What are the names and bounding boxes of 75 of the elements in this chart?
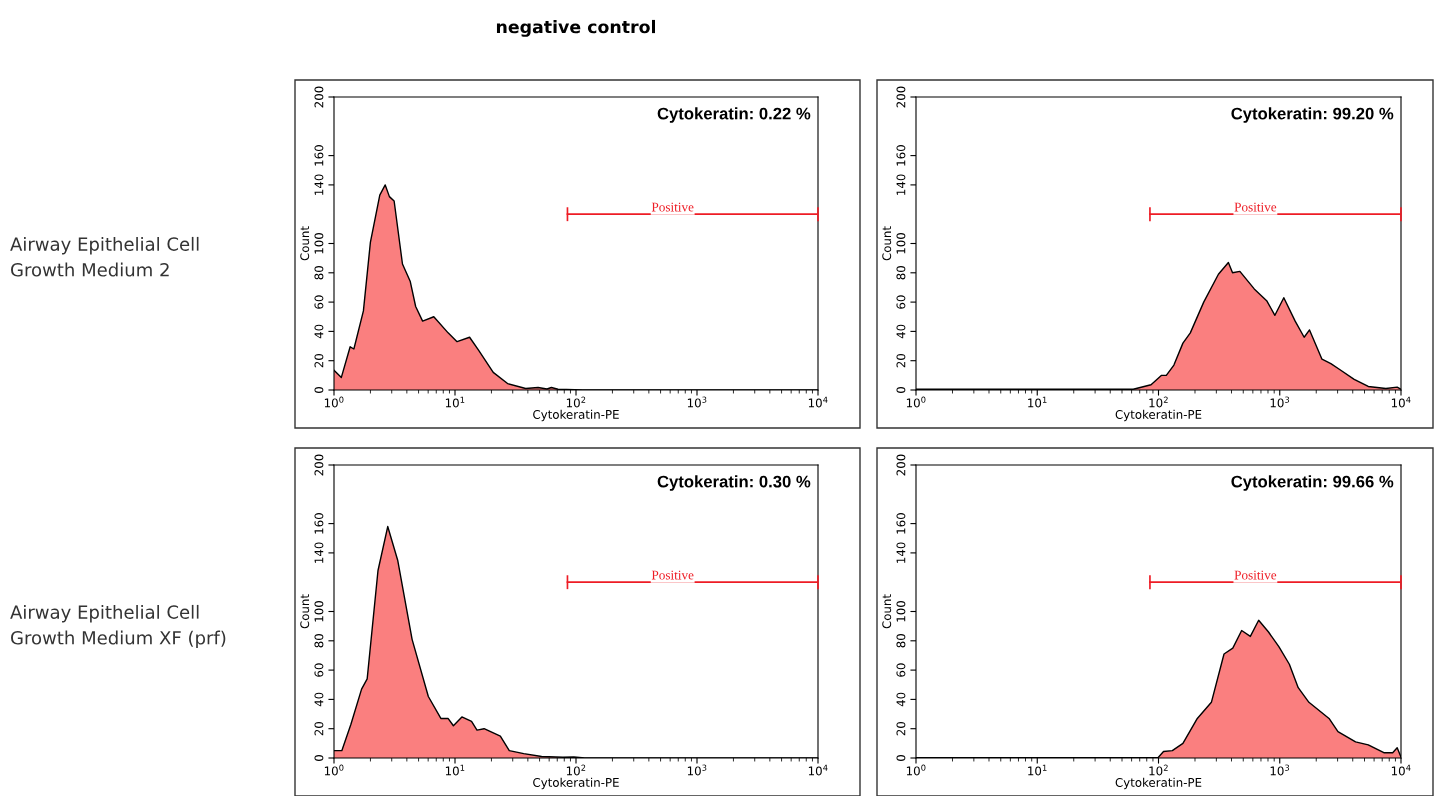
y-tick-label: 160 <box>314 513 324 534</box>
y-tick-label: 140 <box>896 542 906 563</box>
y-axis-title: Count <box>882 594 892 629</box>
y-tick-label: 100 <box>896 233 906 254</box>
x-tick-label: 10$^{2}$ <box>1149 764 1168 776</box>
y-axis-title: Count <box>882 226 892 261</box>
annotation: Cytokeratin: 99.20 % <box>1231 107 1394 123</box>
y-tick-label: 0 <box>314 387 324 393</box>
x-tick-label: 10$^{2}$ <box>566 396 586 408</box>
y-tick-label: 80 <box>314 634 324 648</box>
x-tick-label: 10$^{3}$ <box>1270 764 1290 776</box>
y-tick-label: 200 <box>314 86 324 108</box>
y-tick-label: 160 <box>314 145 324 166</box>
y-tick-label: 200 <box>896 454 906 476</box>
text: Airway Epithelial Cell Growth Medium XF (prf) <box>10 604 226 649</box>
y-tick-label: 0 <box>314 755 324 761</box>
x-axis-title: Cytokeratin-PE <box>1115 409 1202 422</box>
x-axis-title: Cytokeratin-PE <box>533 777 619 790</box>
y-tick-label: 20 <box>896 353 906 368</box>
y-tick-label: 80 <box>896 266 906 280</box>
y-tick-label: 200 <box>314 454 324 476</box>
y-tick-label: 140 <box>896 174 906 195</box>
x-tick-label: 10$^{4}$ <box>808 396 828 408</box>
x-tick-label: 10$^{4}$ <box>1391 396 1411 408</box>
x-tick-label: 10$^{2}$ <box>1149 396 1168 408</box>
x-axis-title: Cytokeratin-PE <box>1115 777 1202 790</box>
x-tick-label: 10$^{0}$ <box>906 764 926 776</box>
annotation: Cytokeratin: 99.66 % <box>1231 475 1394 491</box>
series-label: Positive <box>1234 570 1277 580</box>
x-tick-label: 10$^{1}$ <box>445 764 465 776</box>
y-tick-label: 80 <box>896 634 906 648</box>
series-label: Positive <box>651 570 694 580</box>
x-tick-label: 10$^{3}$ <box>687 764 707 776</box>
y-tick-label: 20 <box>896 721 906 736</box>
series-label: Positive <box>1234 202 1277 212</box>
y-tick-label: 40 <box>314 692 324 707</box>
y-tick-label: 20 <box>314 353 324 368</box>
x-tick-label: 10$^{1}$ <box>1028 396 1047 408</box>
y-tick-label: 40 <box>896 692 906 707</box>
y-tick-label: 100 <box>896 601 906 622</box>
y-tick-label: 0 <box>896 387 906 393</box>
annotation: Cytokeratin: 0.22 % <box>657 107 811 123</box>
x-tick-label: 10$^{3}$ <box>687 396 707 408</box>
series-label: Positive <box>651 202 694 212</box>
x-axis-title: Cytokeratin-PE <box>533 409 619 422</box>
x-tick-label: 10$^{4}$ <box>808 764 828 776</box>
y-tick-label: 100 <box>314 601 324 622</box>
y-tick-label: 20 <box>314 721 324 736</box>
y-tick-label: 40 <box>896 324 906 339</box>
y-tick-label: 160 <box>896 513 906 534</box>
text: Airway Epithelial Cell Growth Medium 2 <box>10 236 199 277</box>
x-tick-label: 10$^{3}$ <box>1270 396 1290 408</box>
y-tick-label: 0 <box>896 755 906 761</box>
y-tick-label: 60 <box>896 295 906 309</box>
y-tick-label: 60 <box>896 663 906 677</box>
x-tick-label: 10$^{0}$ <box>906 396 926 408</box>
y-tick-label: 60 <box>314 295 324 309</box>
x-tick-label: 10$^{0}$ <box>324 396 344 408</box>
y-tick-label: 40 <box>314 324 324 339</box>
y-axis-title: Count <box>300 226 310 261</box>
y-tick-label: 140 <box>314 542 324 563</box>
y-tick-label: 60 <box>314 663 324 677</box>
y-tick-label: 200 <box>896 86 906 108</box>
y-axis-title: Count <box>300 594 310 629</box>
y-tick-label: 80 <box>314 266 324 280</box>
chart-title: negative control <box>496 19 656 37</box>
x-tick-label: 10$^{1}$ <box>445 396 465 408</box>
x-tick-label: 10$^{1}$ <box>1028 764 1047 776</box>
y-tick-label: 140 <box>314 174 324 195</box>
annotation: Cytokeratin: 0.30 % <box>657 475 811 491</box>
y-tick-label: 100 <box>314 233 324 254</box>
x-tick-label: 10$^{2}$ <box>566 764 586 776</box>
x-tick-label: 10$^{0}$ <box>324 764 344 776</box>
y-tick-label: 160 <box>896 145 906 166</box>
x-tick-label: 10$^{4}$ <box>1391 764 1411 776</box>
